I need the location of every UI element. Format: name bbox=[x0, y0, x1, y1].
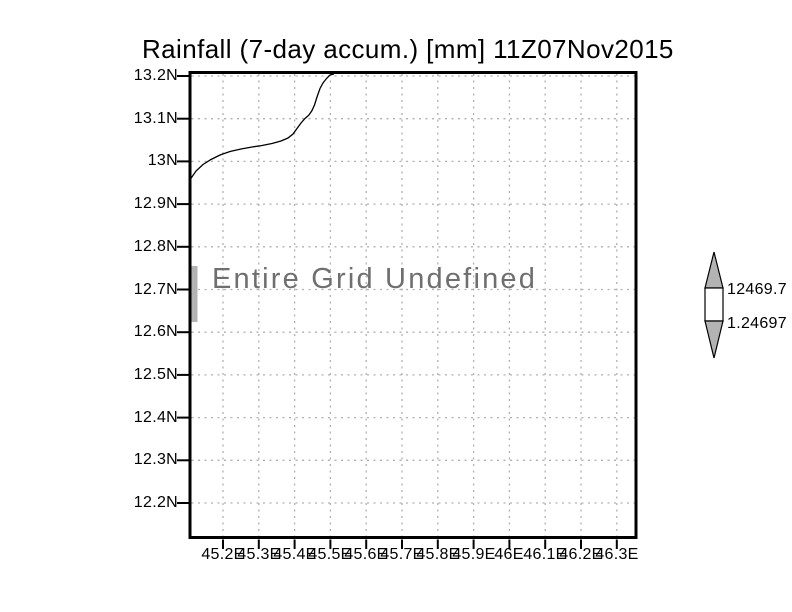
lon-tick-label: 45.9E bbox=[452, 546, 496, 563]
coast-land-segment bbox=[191, 266, 198, 322]
lon-tick-label: 45.8E bbox=[416, 546, 460, 563]
plot-title: Rainfall (7-day accum.) [mm] 11Z07Nov201… bbox=[142, 34, 674, 64]
lon-tick-label: 46E bbox=[494, 546, 524, 563]
lon-tick-label: 45.3E bbox=[237, 546, 281, 563]
lon-tick-label: 45.4E bbox=[273, 546, 317, 563]
colorbar-arrow-down bbox=[704, 320, 724, 359]
lat-tick-label: 13.2N bbox=[133, 67, 178, 84]
coastline-path bbox=[189, 73, 335, 180]
lat-tick-label: 12.5N bbox=[133, 366, 178, 383]
lon-tick-label: 45.5E bbox=[308, 546, 352, 563]
lon-tick-label: 45.2E bbox=[201, 546, 245, 563]
plot-frame bbox=[188, 71, 638, 539]
lat-tick-label: 12.7N bbox=[133, 281, 178, 298]
axis-ticks-group bbox=[177, 75, 618, 549]
lat-tick-label: 12.9N bbox=[133, 195, 178, 212]
lat-tick-label: 12.4N bbox=[133, 409, 178, 426]
colorbar-max-label: 12469.7 bbox=[727, 281, 787, 298]
gridlines-group bbox=[191, 74, 635, 536]
lon-tick-label: 45.6E bbox=[344, 546, 388, 563]
colorbar-arrow-up bbox=[704, 251, 724, 289]
lon-tick-label: 46.1E bbox=[523, 546, 567, 563]
lat-tick-label: 12.8N bbox=[133, 238, 178, 255]
lat-tick-label: 12.3N bbox=[133, 451, 178, 468]
lat-tick-label: 13.1N bbox=[133, 110, 178, 127]
lon-tick-label: 45.7E bbox=[380, 546, 424, 563]
lon-tick-label: 46.2E bbox=[559, 546, 603, 563]
colorbar-box bbox=[704, 287, 724, 322]
grid-undefined-message: Entire Grid Undefined bbox=[212, 263, 538, 295]
lat-tick-label: 12.2N bbox=[133, 494, 178, 511]
lon-tick-label: 46.3E bbox=[595, 546, 639, 563]
lat-tick-label: 12.6N bbox=[133, 323, 178, 340]
colorbar-min-label: 1.24697 bbox=[727, 315, 787, 332]
lat-tick-label: 13N bbox=[147, 152, 178, 169]
